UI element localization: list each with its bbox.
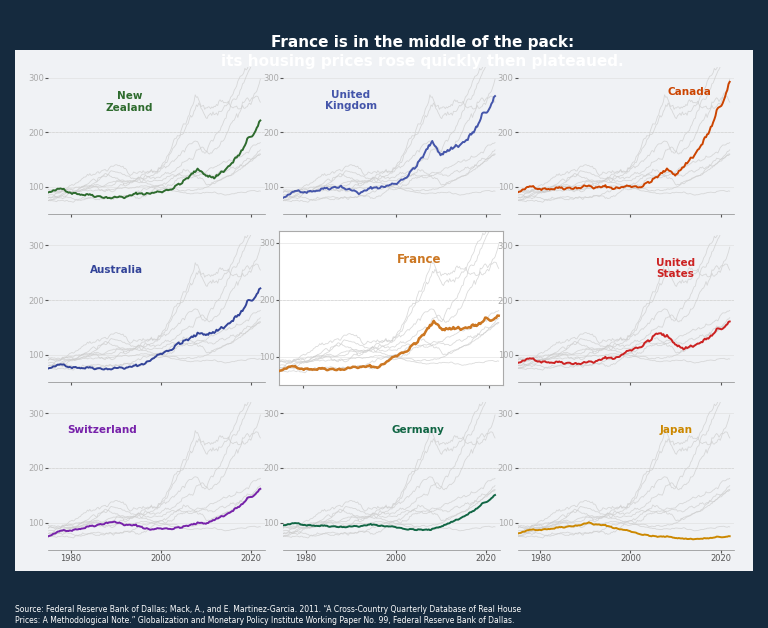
Text: Germany: Germany — [392, 425, 445, 435]
Text: Source: Federal Reserve Bank of Dallas; Mack, A., and E. Martinez-Garcia. 2011. : Source: Federal Reserve Bank of Dallas; … — [15, 605, 521, 625]
Text: United
Kingdom: United Kingdom — [325, 90, 377, 111]
Text: Canada: Canada — [667, 87, 711, 97]
Text: France: France — [397, 253, 442, 266]
Text: Japan: Japan — [659, 425, 692, 435]
Text: Australia: Australia — [89, 264, 143, 274]
Text: New
Zealand: New Zealand — [106, 91, 154, 113]
FancyBboxPatch shape — [8, 45, 760, 577]
Text: France is in the middle of the pack:
its housing prices rose quickly then platea: France is in the middle of the pack: its… — [221, 35, 624, 69]
Text: United
States: United States — [656, 257, 695, 279]
Text: Switzerland: Switzerland — [68, 425, 137, 435]
